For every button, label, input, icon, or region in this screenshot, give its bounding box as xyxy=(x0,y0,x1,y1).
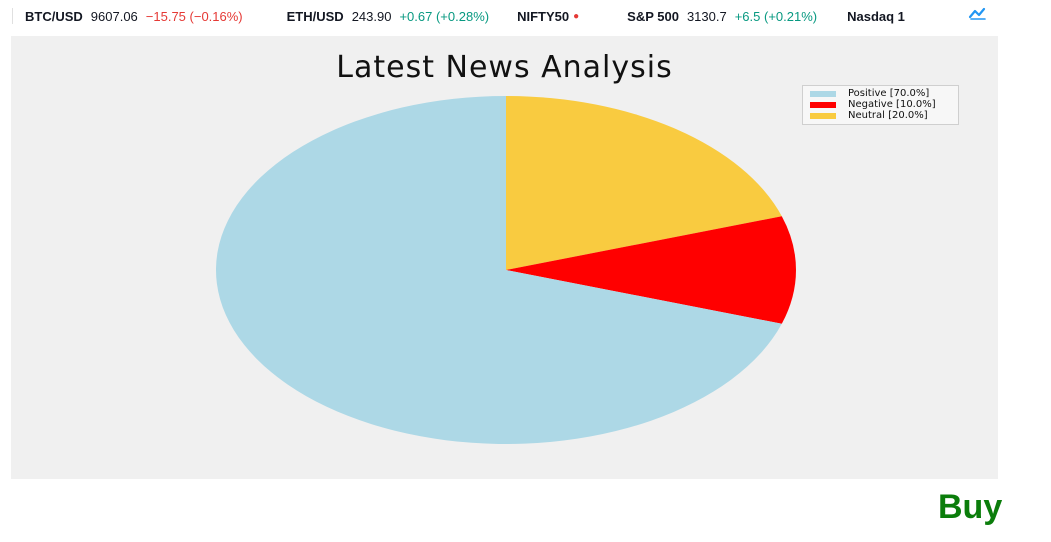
ticker-divider xyxy=(12,8,13,24)
legend-label: Neutral [20.0%] xyxy=(848,110,928,121)
buy-button[interactable]: Buy xyxy=(938,488,1003,526)
legend-swatch xyxy=(810,101,836,108)
pie-chart xyxy=(215,96,796,445)
tradingview-logo-icon[interactable] xyxy=(968,5,988,23)
ticker-symbol: ETH/USD xyxy=(286,8,344,24)
ticker-item-sp500[interactable]: S&P 500 3130.7 +6.5 (+0.21%) xyxy=(627,9,847,24)
ticker-item-nasdaq[interactable]: Nasdaq 1 xyxy=(847,9,913,24)
ticker-item-nifty[interactable]: NIFTY50 ● xyxy=(517,9,627,24)
pie-slice-negative xyxy=(506,216,796,324)
ticker-symbol: Nasdaq 1 xyxy=(847,8,905,24)
legend-label: Positive [70.0%] xyxy=(848,88,930,99)
ticker-change: −15.75 (−0.16%) xyxy=(145,8,243,24)
market-ticker: BTC/USD 9607.06 −15.75 (−0.16%) ETH/USD … xyxy=(0,0,1000,32)
chart-title: Latest News Analysis xyxy=(336,50,673,85)
ticker-change: +0.67 (+0.28%) xyxy=(399,8,490,24)
pie-slice-positive xyxy=(215,96,782,445)
news-analysis-chart: Latest News Analysis Positive [70.0%] Ne… xyxy=(11,36,998,479)
legend-swatch xyxy=(810,112,836,119)
legend-label: Negative [10.0%] xyxy=(848,99,936,110)
ticker-price: 3130.7 xyxy=(686,8,727,24)
ticker-symbol: BTC/USD xyxy=(25,8,83,24)
ticker-price: 243.90 xyxy=(351,8,392,24)
legend-item-positive: Positive [70.0%] xyxy=(810,88,958,99)
legend-item-negative: Negative [10.0%] xyxy=(810,99,958,110)
ticker-price: 9607.06 xyxy=(90,8,138,24)
ticker-change: +6.5 (+0.21%) xyxy=(734,8,818,24)
pie-slice-neutral xyxy=(506,96,782,270)
ticker-item-btc[interactable]: BTC/USD 9607.06 −15.75 (−0.16%) xyxy=(25,9,287,24)
ticker-item-eth[interactable]: ETH/USD 243.90 +0.67 (+0.28%) xyxy=(287,9,517,24)
status-dot-icon: ● xyxy=(573,10,580,22)
ticker-symbol: S&P 500 xyxy=(627,8,679,24)
ticker-symbol: NIFTY50 xyxy=(517,8,570,24)
legend-item-neutral: Neutral [20.0%] xyxy=(810,110,958,121)
chart-legend: Positive [70.0%] Negative [10.0%] Neutra… xyxy=(802,85,959,125)
legend-swatch xyxy=(810,90,836,97)
